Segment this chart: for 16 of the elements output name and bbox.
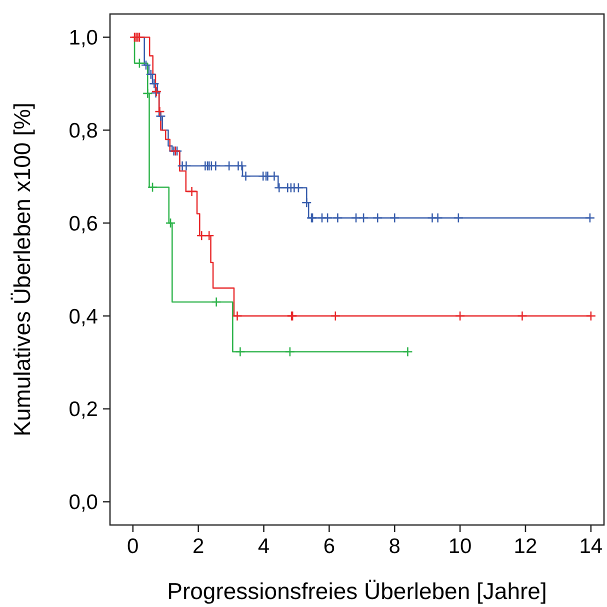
y-tick-label: 0,4 [68, 305, 98, 328]
x-tick-label: 6 [323, 535, 336, 558]
x-axis-title: Progressionsfreies Überleben [Jahre] [167, 578, 547, 604]
x-tick-label: 2 [192, 535, 204, 558]
x-tick-label: 4 [258, 535, 270, 558]
y-axis-title: Kumulatives Überleben x100 [%] [9, 102, 35, 436]
x-tick-label: 12 [514, 535, 538, 558]
y-tick-label: 0,8 [68, 119, 98, 142]
y-tick-label: 0,0 [68, 491, 98, 514]
x-tick-label: 0 [127, 535, 139, 558]
y-tick-label: 0,6 [68, 212, 98, 236]
y-tick-label: 0,2 [68, 398, 98, 422]
x-tick-label: 14 [579, 535, 603, 558]
x-tick-label: 10 [448, 535, 472, 558]
x-tick-label: 8 [388, 535, 400, 558]
y-tick-label: 1,0 [68, 26, 98, 50]
